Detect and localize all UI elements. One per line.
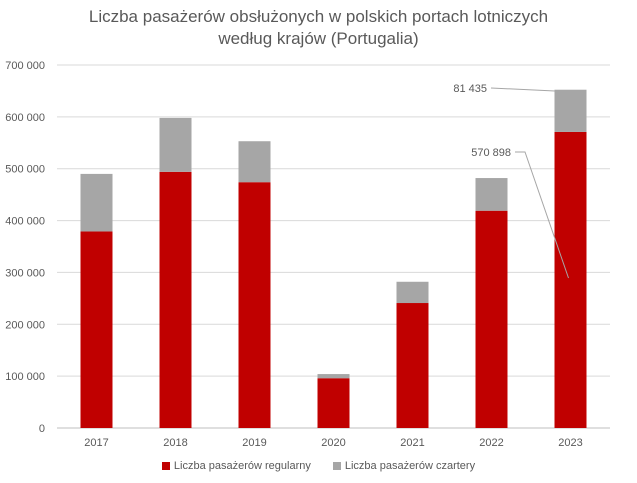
bar-charter-2019 [238, 141, 271, 183]
bar-regular-2019 [238, 182, 271, 428]
chart-title: Liczba pasażerów obsłużonych w polskich … [0, 6, 637, 50]
y-tick-label: 0 [39, 423, 45, 435]
x-tick-label: 2019 [242, 437, 266, 449]
bar-charter-2021 [396, 281, 429, 304]
y-tick-label: 100 000 [5, 371, 45, 383]
legend-item-charter: Liczba pasażerów czartery [332, 460, 476, 472]
x-tick-label: 2022 [479, 437, 503, 449]
y-tick-label: 500 000 [5, 164, 45, 176]
legend-label-charter: Liczba pasażerów czartery [344, 460, 476, 472]
bar-regular-2018 [159, 171, 192, 428]
chart-title-line-1: Liczba pasażerów obsłużonych w polskich … [88, 7, 549, 26]
legend-swatch-charter [332, 462, 341, 470]
x-tick-label: 2021 [400, 437, 424, 449]
y-tick-label: 200 000 [5, 319, 45, 331]
chart-title-line-2: według krajów (Portugalia) [218, 29, 419, 48]
bar-charter-2018 [159, 117, 192, 172]
y-tick-label: 300 000 [5, 267, 45, 279]
leader-line-charter [490, 87, 571, 93]
legend-label-regular: Liczba pasażerów regularny [173, 460, 311, 472]
bar-charter-2022 [475, 178, 508, 211]
x-tick-label: 2017 [84, 437, 108, 449]
y-tick-label: 400 000 [5, 216, 45, 228]
legend-swatch-regular [161, 462, 170, 470]
bar-charter-2017 [80, 173, 113, 232]
bar-regular-2020 [317, 378, 350, 428]
legend-item-regular: Liczba pasażerów regularny [161, 460, 311, 472]
chart-legend: Liczba pasażerów regularny Liczba pasaże… [0, 460, 637, 472]
y-tick-label: 600 000 [5, 112, 45, 124]
bar-regular-2023 [554, 131, 587, 428]
leader-line-regular [515, 151, 569, 279]
x-tick-label: 2018 [163, 437, 187, 449]
x-tick-label: 2023 [558, 437, 582, 449]
y-tick-label: 700 000 [5, 60, 45, 72]
bar-charter-2020 [317, 374, 350, 379]
bar-charter-2023 [554, 89, 587, 132]
data-label-regular-2023: 570 898 [471, 147, 511, 159]
x-tick-label: 2020 [321, 437, 345, 449]
bar-regular-2017 [80, 231, 113, 428]
bar-regular-2022 [475, 210, 508, 428]
data-label-charter-2023: 81 435 [453, 83, 487, 95]
bar-regular-2021 [396, 303, 429, 428]
